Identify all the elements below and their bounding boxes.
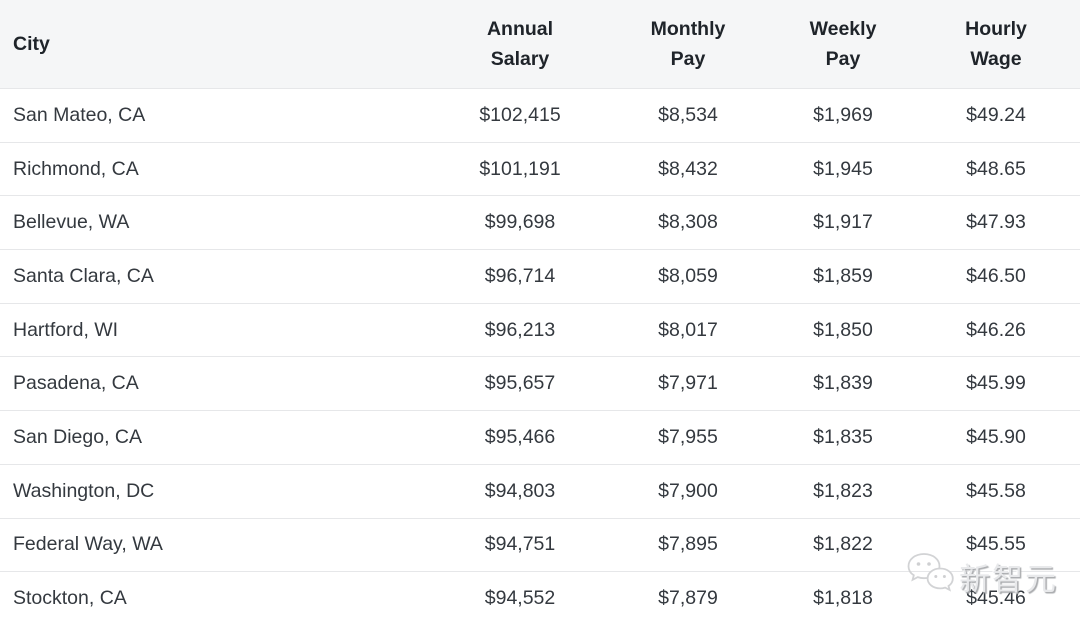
hourly-wage-cell: $48.65 [912, 142, 1080, 196]
table-header: City Annual Salary Monthly Pay Weekly Pa… [0, 0, 1080, 89]
table-row: Richmond, CA $101,191 $8,432 $1,945 $48.… [0, 142, 1080, 196]
monthly-pay-cell: $7,895 [602, 518, 774, 572]
column-header-annual-label-line2: Salary [490, 48, 550, 70]
column-header-weekly-pay: Weekly Pay [774, 0, 912, 89]
weekly-pay-cell: $1,945 [774, 142, 912, 196]
hourly-wage-cell: $47.93 [912, 195, 1080, 250]
column-header-annual-salary: Annual Salary [438, 0, 602, 89]
table-row: San Mateo, CA $102,415 $8,534 $1,969 $49… [0, 88, 1080, 143]
annual-salary-cell: $96,213 [438, 303, 602, 357]
monthly-pay-cell: $8,534 [602, 88, 774, 143]
column-header-weekly-label-line1: Weekly [809, 18, 877, 40]
annual-salary-cell: $99,698 [438, 195, 602, 250]
city-cell: San Mateo, CA [0, 88, 438, 143]
column-header-city: City [0, 0, 438, 89]
column-header-city-label: City [13, 33, 50, 55]
hourly-wage-cell: $45.55 [912, 518, 1080, 572]
annual-salary-cell: $94,751 [438, 518, 602, 572]
hourly-wage-cell: $46.50 [912, 249, 1080, 304]
weekly-pay-cell: $1,850 [774, 303, 912, 357]
hourly-wage-cell: $45.90 [912, 410, 1080, 465]
table-row: Hartford, WI $96,213 $8,017 $1,850 $46.2… [0, 303, 1080, 357]
annual-salary-cell: $94,552 [438, 571, 602, 625]
column-header-monthly-label-line2: Pay [670, 48, 706, 70]
city-cell: Federal Way, WA [0, 518, 438, 572]
column-header-hourly-wage: Hourly Wage [912, 0, 1080, 89]
weekly-pay-cell: $1,839 [774, 356, 912, 411]
city-cell: San Diego, CA [0, 410, 438, 465]
weekly-pay-cell: $1,917 [774, 195, 912, 250]
table-row: Pasadena, CA $95,657 $7,971 $1,839 $45.9… [0, 356, 1080, 411]
weekly-pay-cell: $1,823 [774, 464, 912, 518]
hourly-wage-cell: $49.24 [912, 88, 1080, 143]
weekly-pay-cell: $1,822 [774, 518, 912, 572]
hourly-wage-cell: $46.26 [912, 303, 1080, 357]
hourly-wage-cell: $45.58 [912, 464, 1080, 518]
monthly-pay-cell: $8,017 [602, 303, 774, 357]
annual-salary-cell: $95,466 [438, 410, 602, 465]
weekly-pay-cell: $1,818 [774, 571, 912, 625]
column-header-hourly-label-line1: Hourly [965, 18, 1027, 40]
column-header-annual-label-line1: Annual [486, 18, 554, 40]
weekly-pay-cell: $1,969 [774, 88, 912, 143]
table-body: San Mateo, CA $102,415 $8,534 $1,969 $49… [0, 88, 1080, 625]
table-row: Washington, DC $94,803 $7,900 $1,823 $45… [0, 464, 1080, 518]
table-row: Bellevue, WA $99,698 $8,308 $1,917 $47.9… [0, 195, 1080, 250]
monthly-pay-cell: $7,900 [602, 464, 774, 518]
annual-salary-cell: $95,657 [438, 356, 602, 411]
annual-salary-cell: $101,191 [438, 142, 602, 196]
city-cell: Hartford, WI [0, 303, 438, 357]
city-cell: Richmond, CA [0, 142, 438, 196]
city-cell: Washington, DC [0, 464, 438, 518]
hourly-wage-cell: $45.46 [912, 571, 1080, 625]
table-row: Stockton, CA $94,552 $7,879 $1,818 $45.4… [0, 571, 1080, 625]
column-header-weekly-label-line2: Pay [825, 48, 861, 70]
column-header-hourly-label-line2: Wage [970, 48, 1022, 70]
monthly-pay-cell: $8,059 [602, 249, 774, 304]
weekly-pay-cell: $1,835 [774, 410, 912, 465]
annual-salary-cell: $102,415 [438, 88, 602, 143]
table-row: San Diego, CA $95,466 $7,955 $1,835 $45.… [0, 410, 1080, 465]
annual-salary-cell: $94,803 [438, 464, 602, 518]
hourly-wage-cell: $45.99 [912, 356, 1080, 411]
city-cell: Pasadena, CA [0, 356, 438, 411]
table-row: Federal Way, WA $94,751 $7,895 $1,822 $4… [0, 518, 1080, 572]
monthly-pay-cell: $7,971 [602, 356, 774, 411]
city-cell: Santa Clara, CA [0, 249, 438, 304]
column-header-monthly-label-line1: Monthly [650, 18, 726, 40]
monthly-pay-cell: $8,308 [602, 195, 774, 250]
column-header-monthly-pay: Monthly Pay [602, 0, 774, 89]
weekly-pay-cell: $1,859 [774, 249, 912, 304]
monthly-pay-cell: $7,879 [602, 571, 774, 625]
annual-salary-cell: $96,714 [438, 249, 602, 304]
city-cell: Stockton, CA [0, 571, 438, 625]
monthly-pay-cell: $8,432 [602, 142, 774, 196]
monthly-pay-cell: $7,955 [602, 410, 774, 465]
city-cell: Bellevue, WA [0, 195, 438, 250]
table-row: Santa Clara, CA $96,714 $8,059 $1,859 $4… [0, 249, 1080, 304]
